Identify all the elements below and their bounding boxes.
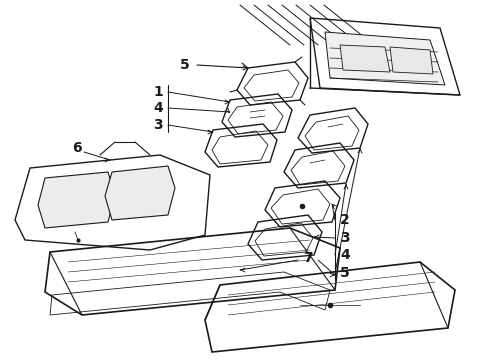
Polygon shape [340, 45, 390, 72]
Polygon shape [325, 32, 445, 85]
Text: 3: 3 [340, 231, 350, 245]
Text: 4: 4 [340, 248, 350, 262]
Text: 7: 7 [303, 251, 313, 265]
Text: 6: 6 [72, 141, 82, 155]
Polygon shape [38, 172, 115, 228]
Text: 4: 4 [153, 101, 163, 115]
Polygon shape [390, 47, 433, 74]
Text: 5: 5 [340, 266, 350, 280]
Text: 3: 3 [153, 118, 163, 132]
Text: 1: 1 [153, 85, 163, 99]
Text: 5: 5 [180, 58, 190, 72]
Text: 2: 2 [340, 213, 350, 227]
Polygon shape [105, 166, 175, 220]
